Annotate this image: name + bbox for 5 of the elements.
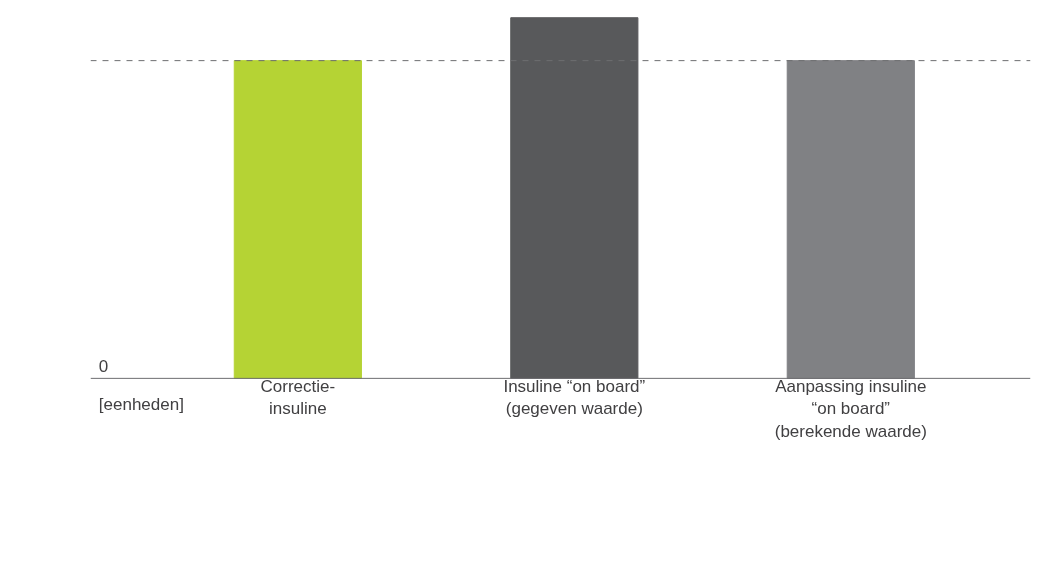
x-tick-label: Correctie- insuline <box>260 376 336 419</box>
x-tick-label: Aanpassing insuline “on board” (berekende waarde) <box>774 376 927 442</box>
annotation: 0 <box>98 357 109 377</box>
x-tick-label: Insuline “on board” (gegeven waarde) <box>503 376 646 419</box>
text: [eenheden] <box>98 395 184 415</box>
